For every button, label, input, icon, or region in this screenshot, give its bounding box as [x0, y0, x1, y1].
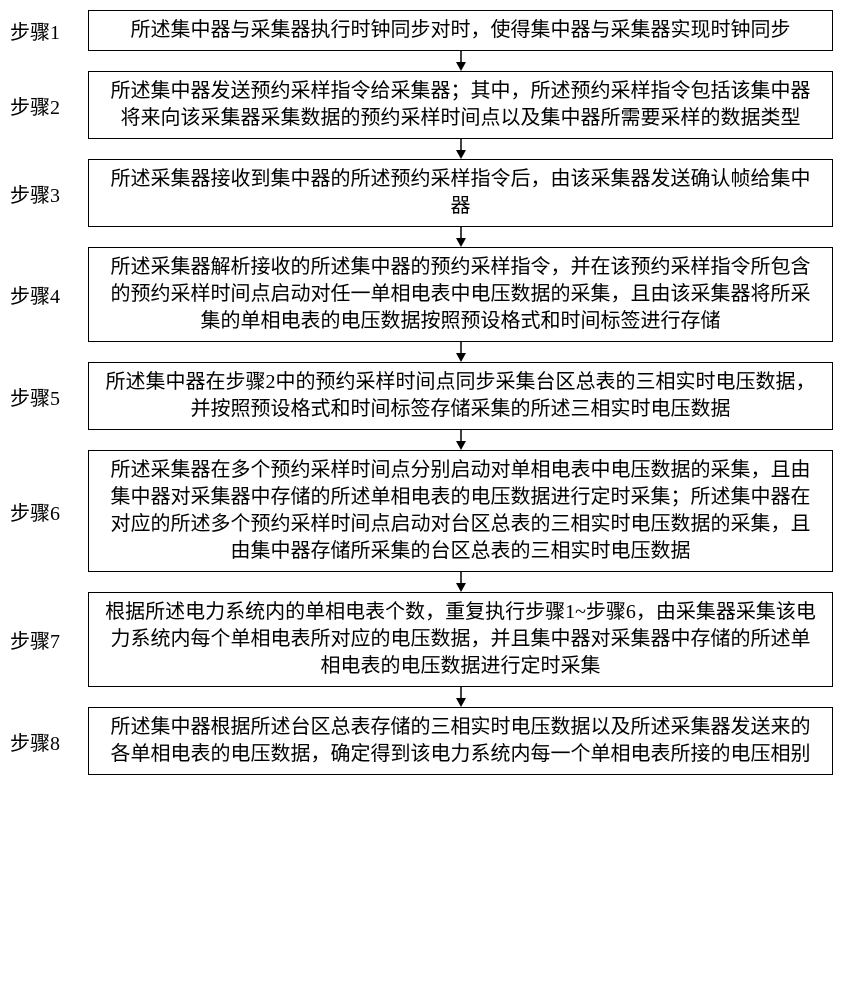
- flow-step-7: 步骤7 根据所述电力系统内的单相电表个数，重复执行步骤1~步骤6，由采集器采集该…: [10, 592, 833, 687]
- step-box: 所述采集器解析接收的所述集中器的预约采样指令，并在该预约采样指令所包含的预约采样…: [88, 247, 833, 342]
- step-box: 所述集中器发送预约采样指令给采集器；其中，所述预约采样指令包括该集中器将来向该采…: [88, 71, 833, 139]
- step-label: 步骤6: [10, 497, 88, 526]
- arrow-down-icon: [451, 430, 471, 450]
- step-box: 所述集中器与采集器执行时钟同步对时，使得集中器与采集器实现时钟同步: [88, 10, 833, 51]
- flow-step-1: 步骤1 所述集中器与采集器执行时钟同步对时，使得集中器与采集器实现时钟同步: [10, 10, 833, 51]
- flow-step-4: 步骤4 所述采集器解析接收的所述集中器的预约采样指令，并在该预约采样指令所包含的…: [10, 247, 833, 342]
- step-box: 所述采集器在多个预约采样时间点分别启动对单相电表中电压数据的采集，且由集中器对采…: [88, 450, 833, 572]
- step-label: 步骤2: [10, 91, 88, 120]
- step-label: 步骤8: [10, 727, 88, 756]
- step-box: 根据所述电力系统内的单相电表个数，重复执行步骤1~步骤6，由采集器采集该电力系统…: [88, 592, 833, 687]
- flow-arrow: [10, 51, 833, 71]
- step-label: 步骤4: [10, 280, 88, 309]
- step-box: 所述采集器接收到集中器的所述预约采样指令后，由该采集器发送确认帧给集中器: [88, 159, 833, 227]
- flow-arrow: [10, 687, 833, 707]
- arrow-down-icon: [451, 51, 471, 71]
- flow-arrow: [10, 342, 833, 362]
- flow-arrow: [10, 139, 833, 159]
- flow-step-2: 步骤2 所述集中器发送预约采样指令给采集器；其中，所述预约采样指令包括该集中器将…: [10, 71, 833, 139]
- arrow-down-icon: [451, 227, 471, 247]
- step-box: 所述集中器在步骤2中的预约采样时间点同步采集台区总表的三相实时电压数据，并按照预…: [88, 362, 833, 430]
- arrow-down-icon: [451, 687, 471, 707]
- flow-step-6: 步骤6 所述采集器在多个预约采样时间点分别启动对单相电表中电压数据的采集，且由集…: [10, 450, 833, 572]
- flow-arrow: [10, 430, 833, 450]
- step-box: 所述集中器根据所述台区总表存储的三相实时电压数据以及所述采集器发送来的各单相电表…: [88, 707, 833, 775]
- step-label: 步骤3: [10, 179, 88, 208]
- flow-step-5: 步骤5 所述集中器在步骤2中的预约采样时间点同步采集台区总表的三相实时电压数据，…: [10, 362, 833, 430]
- arrow-down-icon: [451, 139, 471, 159]
- arrow-down-icon: [451, 342, 471, 362]
- flowchart: 步骤1 所述集中器与采集器执行时钟同步对时，使得集中器与采集器实现时钟同步 步骤…: [10, 10, 833, 775]
- flow-arrow: [10, 572, 833, 592]
- flow-arrow: [10, 227, 833, 247]
- flow-step-8: 步骤8 所述集中器根据所述台区总表存储的三相实时电压数据以及所述采集器发送来的各…: [10, 707, 833, 775]
- step-label: 步骤7: [10, 625, 88, 654]
- flow-step-3: 步骤3 所述采集器接收到集中器的所述预约采样指令后，由该采集器发送确认帧给集中器: [10, 159, 833, 227]
- step-label: 步骤1: [10, 16, 88, 45]
- arrow-down-icon: [451, 572, 471, 592]
- step-label: 步骤5: [10, 382, 88, 411]
